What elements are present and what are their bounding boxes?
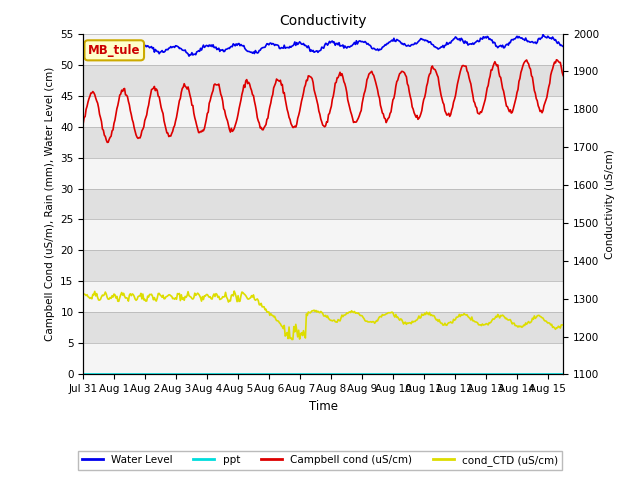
Legend: Water Level, ppt, Campbell cond (uS/cm), cond_CTD (uS/cm): Water Level, ppt, Campbell cond (uS/cm),… (77, 451, 563, 470)
Y-axis label: Campbell Cond (uS/m), Rain (mm), Water Level (cm): Campbell Cond (uS/m), Rain (mm), Water L… (45, 67, 54, 341)
Bar (83, 157, 563, 189)
Bar (83, 96, 563, 127)
Bar (83, 219, 563, 251)
Title: Conductivity: Conductivity (280, 14, 367, 28)
Bar (83, 281, 563, 312)
Bar (83, 312, 563, 343)
Bar (83, 251, 563, 281)
Bar (83, 343, 563, 374)
Bar (83, 34, 563, 65)
Bar (83, 189, 563, 219)
Y-axis label: Conductivity (uS/cm): Conductivity (uS/cm) (605, 149, 615, 259)
X-axis label: Time: Time (308, 400, 338, 413)
Bar (83, 127, 563, 157)
Bar (83, 65, 563, 96)
Text: MB_tule: MB_tule (88, 44, 141, 57)
